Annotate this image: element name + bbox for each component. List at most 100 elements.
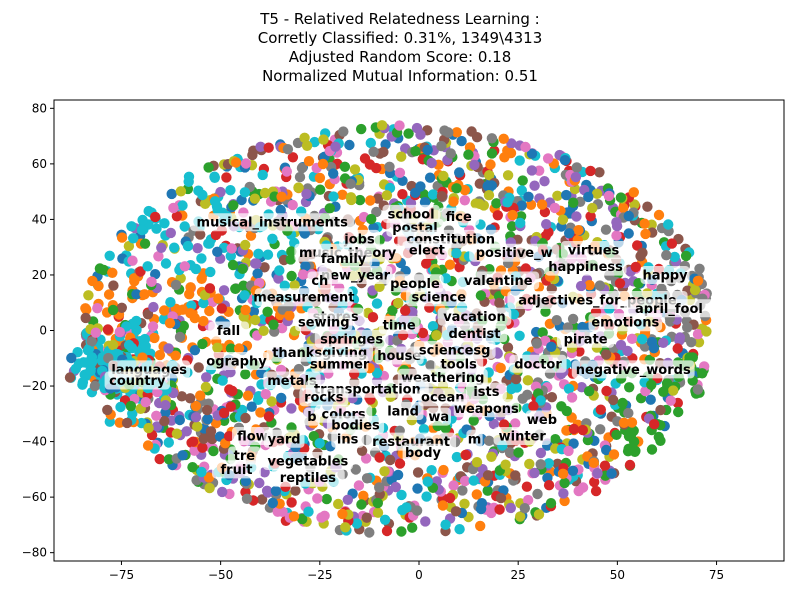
svg-text:ins: ins: [337, 432, 359, 447]
cluster-label: sciencesg: [413, 340, 496, 359]
cluster-label: virtues: [560, 241, 627, 259]
scatter-point: [642, 201, 653, 212]
scatter-point: [187, 436, 199, 447]
scatter-point: [674, 332, 686, 343]
scatter-point: [456, 135, 467, 147]
scatter-point: [407, 522, 418, 533]
scatter-point: [546, 341, 557, 352]
scatter-point: [288, 511, 300, 522]
scatter-point: [183, 176, 194, 187]
scatter-point: [427, 189, 439, 200]
scatter-point: [209, 172, 220, 183]
y-tick-label: 60: [32, 157, 47, 171]
svg-text:happiness: happiness: [548, 260, 623, 275]
scatter-point: [262, 249, 274, 260]
scatter-point: [170, 279, 182, 291]
scatter-point: [356, 123, 367, 135]
scatter-point: [262, 487, 274, 498]
cluster-label: doctor: [509, 354, 567, 373]
scatter-point: [590, 485, 602, 497]
scatter-point: [196, 466, 207, 478]
svg-text:land: land: [387, 405, 419, 420]
svg-text:fall: fall: [217, 324, 240, 339]
scatter-point: [454, 524, 465, 535]
scatter-point: [303, 506, 314, 517]
scatter-point: [125, 400, 137, 412]
scatter-point: [86, 356, 98, 368]
scatter-point: [606, 468, 617, 479]
scatter-point: [494, 297, 505, 309]
scatter-point: [85, 365, 96, 377]
scatter-point: [534, 165, 545, 176]
scatter-point: [421, 258, 432, 269]
scatter-point: [381, 190, 393, 201]
cluster-label: science: [406, 288, 472, 307]
cluster-label: happy: [640, 266, 690, 284]
scatter-point: [154, 453, 165, 465]
scatter-point: [294, 171, 306, 183]
scatter-point: [549, 202, 561, 214]
scatter-point: [468, 475, 479, 486]
scatter-point: [614, 278, 626, 289]
scatter-point: [438, 464, 449, 476]
scatter-point: [285, 254, 296, 265]
scatter-point: [337, 189, 348, 200]
scatter-point: [658, 386, 669, 397]
scatter-point: [557, 468, 569, 479]
cluster-label: ography: [203, 352, 270, 370]
cluster-label: bodies: [326, 415, 385, 434]
scatter-point: [241, 493, 253, 504]
scatter-point: [140, 341, 151, 352]
scatter-point: [637, 247, 648, 258]
scatter-point: [140, 397, 151, 408]
scatter-point: [92, 303, 103, 314]
scatter-point: [629, 199, 640, 210]
cluster-label: wa: [426, 407, 451, 426]
scatter-point: [468, 415, 479, 426]
scatter-point: [594, 280, 606, 291]
y-tick-label: −60: [22, 490, 47, 504]
scatter-point: [520, 263, 531, 274]
scatter-point: [486, 148, 498, 159]
scatter-point: [104, 250, 115, 261]
scatter-point: [205, 266, 216, 278]
scatter-point: [328, 168, 339, 179]
scatter-point: [536, 199, 548, 210]
scatter-point: [374, 482, 385, 493]
scatter-point: [358, 490, 369, 501]
scatter-point: [275, 204, 286, 216]
scatter-point: [102, 324, 114, 335]
scatter-point: [385, 454, 396, 466]
scatter-point: [559, 477, 570, 489]
scatter-point: [394, 167, 406, 178]
scatter-point: [83, 290, 94, 301]
scatter-point: [563, 445, 574, 457]
scatter-point: [135, 266, 146, 277]
scatter-point: [653, 431, 664, 443]
scatter-point: [591, 188, 603, 199]
scatter-point: [611, 220, 623, 232]
scatter-point: [417, 327, 429, 339]
scatter-point: [482, 180, 493, 192]
scatter-point: [608, 449, 620, 460]
scatter-point: [286, 497, 297, 508]
cluster-label: winter: [493, 427, 551, 445]
cluster-label: ch: [307, 271, 332, 290]
scatter-point: [66, 352, 77, 364]
scatter-point: [451, 183, 462, 194]
scatter-point: [366, 213, 377, 225]
scatter-point: [293, 182, 304, 193]
scatter-point: [216, 303, 227, 314]
cluster-label: tre: [228, 446, 261, 465]
scatter-point: [506, 138, 517, 149]
scatter-point: [256, 494, 268, 505]
scatter-point: [87, 275, 98, 287]
scatter-point: [208, 445, 219, 457]
scatter-point: [482, 485, 493, 496]
scatter-point: [668, 385, 679, 396]
cluster-label: measurement: [253, 288, 355, 307]
scatter-point: [308, 431, 319, 442]
scatter-point: [483, 190, 495, 201]
scatter-point: [583, 191, 594, 203]
scatter-point: [510, 418, 521, 429]
